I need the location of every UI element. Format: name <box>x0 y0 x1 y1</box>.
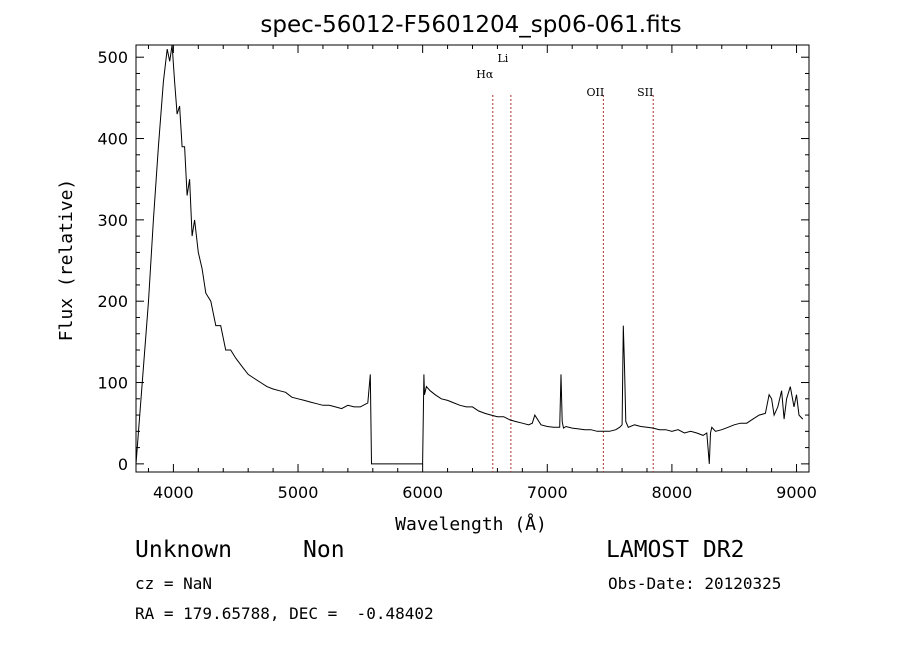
axes: 4000 5000 6000 7000 8000 9000 0 100 200 300 400 500 <box>97 45 817 502</box>
y-tick-label: 0 <box>118 455 128 474</box>
line-marker-label: Hα <box>476 68 494 81</box>
x-tick-label: 5000 <box>278 483 319 502</box>
line-marker-label: OII <box>587 86 605 99</box>
object-class: Unknown <box>135 537 232 563</box>
y-tick-label: 200 <box>97 292 128 311</box>
redshift-value: cz = NaN <box>135 574 213 593</box>
survey-label: LAMOST DR2 <box>606 537 745 563</box>
coordinates: RA = 179.65788, DEC = -0.48402 <box>135 604 434 623</box>
x-tick-label: 4000 <box>153 483 194 502</box>
y-tick-label: 400 <box>97 130 128 149</box>
y-tick-label: 500 <box>97 48 128 67</box>
line-marker-label: SII <box>637 86 653 99</box>
observation-date: Obs-Date: 20120325 <box>608 574 782 593</box>
y-axis-label: Flux (relative) <box>56 179 77 342</box>
y-tick-label: 300 <box>97 211 128 230</box>
x-tick-label: 9000 <box>776 483 817 502</box>
spectrum-line <box>135 44 804 465</box>
x-axis-label: Wavelength (Å) <box>395 513 547 535</box>
x-tick-label: 8000 <box>652 483 693 502</box>
chart-title: spec-56012-F5601204_sp06-061.fits <box>260 12 681 38</box>
object-subclass: Non <box>303 537 345 563</box>
line-marker-label: Li <box>497 52 508 65</box>
plot-frame <box>135 44 810 473</box>
x-tick-label: 7000 <box>527 483 568 502</box>
x-tick-label: 6000 <box>402 483 443 502</box>
y-tick-label: 100 <box>97 374 128 393</box>
